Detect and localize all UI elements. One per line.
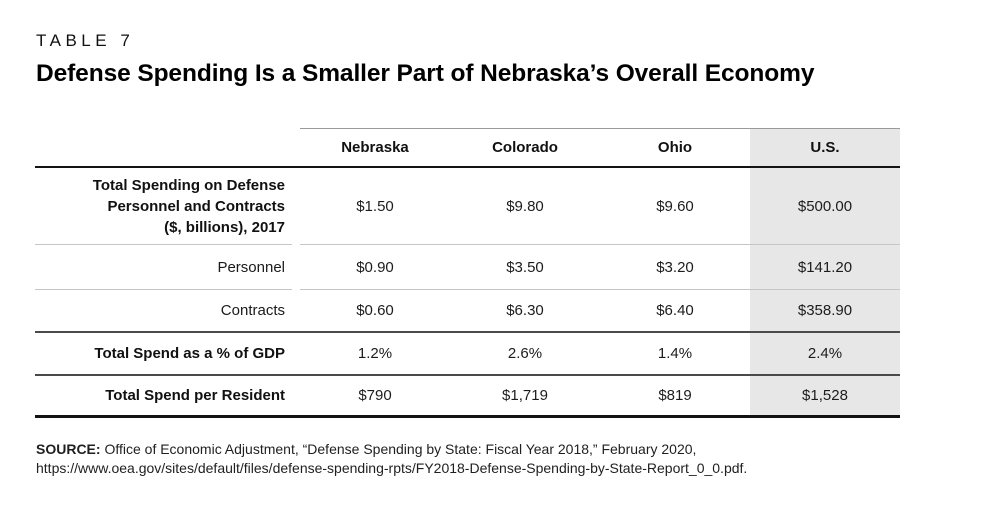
column-gap: [292, 168, 300, 245]
source-text: Office of Economic Adjustment, “Defense …: [36, 441, 748, 476]
cell-ohio: $819: [658, 387, 692, 404]
cell-ohio: $6.40: [656, 302, 694, 319]
cell-ohio: $9.60: [656, 197, 694, 215]
cell-colorado: $1,719: [502, 387, 548, 404]
row-label-text: Personnel: [217, 258, 285, 276]
table-header-row: Nebraska Colorado Ohio U.S.: [35, 128, 900, 168]
defense-spending-table: Nebraska Colorado Ohio U.S. Total Spendi…: [35, 128, 900, 418]
row-label: Contracts: [35, 290, 292, 331]
cell-us: $500.00: [750, 168, 900, 244]
cell-nebraska: 1.2%: [357, 345, 393, 362]
source-label: SOURCE:: [36, 441, 101, 457]
row-label: Total Spend per Resident: [35, 376, 292, 415]
row-values: $0.90 $3.50 $3.20 $141.20: [300, 245, 900, 290]
row-values: $1.50 $9.80 $9.60 $500.00: [300, 168, 900, 245]
column-header-us: U.S.: [750, 129, 900, 166]
cell-nebraska: $790: [358, 387, 392, 404]
cell-colorado: 2.6%: [507, 345, 543, 362]
column-header-nebraska: Nebraska: [341, 139, 409, 156]
column-gap: [292, 128, 300, 166]
table-row-contracts: Contracts $0.60 $6.30 $6.40 $358.90: [35, 290, 900, 333]
row-values: 1.2% 2.6% 1.4% 2.4%: [300, 333, 900, 374]
cell-ohio: $3.20: [656, 258, 694, 276]
cell-nebraska: $1.50: [356, 197, 394, 215]
table-row-percent-gdp: Total Spend as a % of GDP 1.2% 2.6% 1.4%…: [35, 333, 900, 376]
page-title: Defense Spending Is a Smaller Part of Ne…: [36, 60, 815, 87]
row-label: Total Spend as a % of GDP: [35, 333, 292, 374]
cell-colorado: $6.30: [506, 302, 544, 319]
row-label: Total Spending on Defense Personnel and …: [35, 168, 292, 245]
column-gap: [292, 376, 300, 415]
header-values: Nebraska Colorado Ohio U.S.: [300, 128, 900, 166]
cell-colorado: $3.50: [506, 258, 544, 276]
row-label: Personnel: [35, 245, 292, 290]
cell-us: 2.4%: [750, 333, 900, 374]
row-values: $790 $1,719 $819 $1,528: [300, 376, 900, 415]
cell-us: $358.90: [750, 290, 900, 331]
source-note: SOURCE: Office of Economic Adjustment, “…: [36, 440, 970, 478]
row-values: $0.60 $6.30 $6.40 $358.90: [300, 290, 900, 331]
table-row-total-spending: Total Spending on Defense Personnel and …: [35, 168, 900, 245]
figure-heading: TABLE 7 Defense Spending Is a Smaller Pa…: [36, 31, 814, 88]
table-number: TABLE 7: [36, 31, 135, 50]
cell-us: $1,528: [750, 376, 900, 415]
column-gap: [292, 245, 300, 290]
column-gap: [292, 333, 300, 374]
header-label-spacer: [35, 128, 292, 166]
cell-us: $141.20: [750, 245, 900, 289]
column-header-ohio: Ohio: [657, 139, 693, 156]
cell-nebraska: $0.90: [356, 258, 394, 276]
row-label-text: Total Spend as a % of GDP: [94, 345, 285, 362]
row-label-text: Contracts: [220, 302, 285, 319]
row-label-text: Total Spend per Resident: [105, 387, 285, 404]
row-label-text: Total Spending on Defense Personnel and …: [92, 176, 285, 236]
column-header-colorado: Colorado: [492, 139, 558, 156]
column-gap: [292, 290, 300, 331]
table-row-per-resident: Total Spend per Resident $790 $1,719 $81…: [35, 376, 900, 418]
cell-nebraska: $0.60: [356, 302, 394, 319]
cell-ohio: 1.4%: [657, 345, 693, 362]
cell-colorado: $9.80: [506, 197, 544, 215]
table-row-personnel: Personnel $0.90 $3.50 $3.20 $141.20: [35, 245, 900, 290]
